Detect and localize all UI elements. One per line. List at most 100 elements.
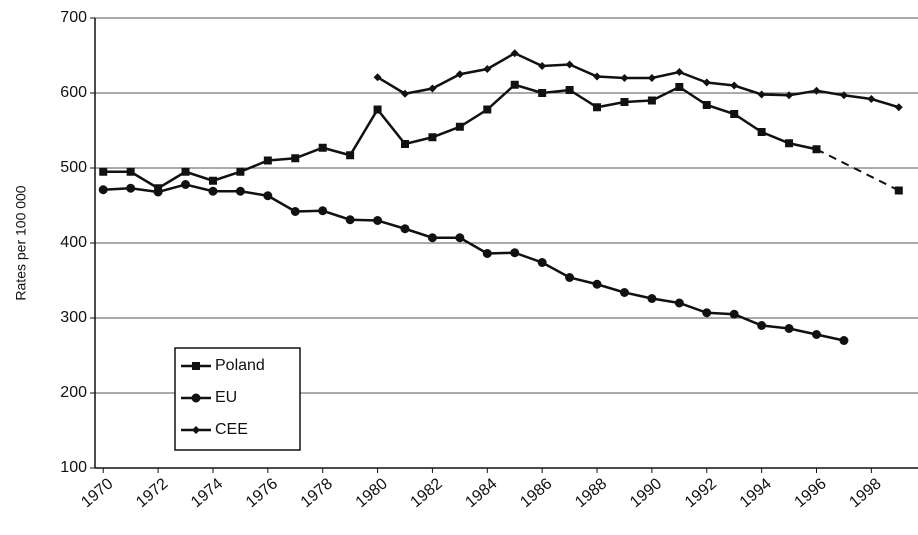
marker [181, 180, 191, 189]
marker [565, 86, 574, 94]
x-tick-label: 1986 [517, 475, 555, 511]
marker [235, 186, 245, 196]
marker [290, 207, 300, 216]
marker [428, 84, 437, 93]
legend-label: Poland [215, 357, 265, 374]
marker [785, 91, 794, 100]
marker [647, 96, 656, 105]
y-tick-label: 200 [60, 384, 87, 401]
x-tick-label: 1972 [133, 475, 171, 511]
legend-label: EU [215, 389, 237, 406]
marker [647, 74, 656, 82]
series-line [103, 83, 817, 190]
y-tick-label: 700 [60, 9, 87, 26]
marker [647, 294, 657, 303]
marker [620, 98, 629, 106]
marker [538, 62, 547, 70]
marker [346, 151, 355, 160]
x-tick-label: 1970 [78, 475, 116, 511]
x-tick-label: 1974 [188, 475, 226, 511]
marker [428, 133, 437, 142]
y-axis-label: Rates per 100 000 [13, 185, 29, 300]
marker [839, 91, 848, 100]
marker [757, 90, 766, 99]
y-tick-label: 600 [60, 84, 87, 101]
marker [784, 324, 794, 333]
marker [894, 103, 903, 112]
marker [208, 176, 217, 185]
marker [674, 298, 684, 308]
marker [619, 288, 629, 297]
x-tick-label: 1984 [462, 475, 500, 511]
x-tick-label: 1980 [353, 475, 391, 511]
marker [729, 309, 739, 319]
y-tick-label: 100 [60, 459, 87, 476]
marker [455, 122, 464, 131]
marker [593, 72, 602, 81]
legend-label: CEE [215, 421, 248, 438]
series-line [103, 183, 845, 342]
x-tick-label: 1992 [682, 475, 720, 511]
marker [373, 105, 382, 114]
marker [400, 89, 409, 98]
marker [510, 248, 520, 258]
marker [400, 140, 409, 148]
marker [702, 101, 711, 109]
marker [263, 156, 272, 165]
x-tick-label: 1994 [737, 475, 775, 511]
x-tick-label: 1982 [408, 475, 446, 511]
marker [455, 70, 464, 79]
marker [812, 145, 821, 154]
marker [483, 105, 492, 114]
marker [839, 336, 849, 345]
x-tick-label: 1990 [627, 475, 665, 511]
marker [208, 186, 218, 196]
marker [675, 68, 684, 76]
marker [565, 273, 575, 282]
marker [785, 139, 794, 148]
marker [126, 183, 136, 193]
marker [345, 215, 355, 225]
marker [812, 86, 821, 95]
marker [510, 80, 519, 89]
y-tick-label: 300 [60, 309, 87, 326]
marker [593, 103, 602, 112]
marker [482, 249, 492, 258]
marker [757, 128, 766, 136]
marker [455, 233, 465, 243]
marker [538, 89, 547, 97]
projection-line [816, 148, 900, 192]
marker [192, 362, 200, 370]
marker [702, 308, 712, 318]
marker [263, 191, 273, 201]
marker [675, 83, 684, 91]
marker [126, 167, 135, 176]
marker [192, 426, 200, 434]
marker [757, 321, 767, 330]
marker [236, 167, 245, 176]
marker [620, 74, 629, 82]
x-tick-label: 1996 [792, 475, 830, 511]
marker [565, 60, 574, 69]
marker [318, 206, 328, 216]
marker [181, 167, 190, 176]
marker [592, 279, 602, 289]
marker [400, 224, 410, 234]
marker [291, 154, 300, 163]
marker [427, 233, 437, 243]
marker [373, 216, 383, 225]
marker [99, 167, 108, 176]
marker [730, 110, 739, 118]
y-tick-label: 400 [60, 234, 87, 251]
y-tick-label: 500 [60, 159, 87, 176]
x-tick-label: 1998 [846, 475, 884, 511]
marker [702, 78, 711, 87]
marker [483, 65, 492, 73]
x-tick-label: 1978 [298, 475, 336, 511]
series-line [376, 51, 900, 109]
marker [730, 81, 739, 90]
marker [153, 187, 163, 197]
marker [537, 258, 547, 267]
marker [373, 73, 382, 82]
